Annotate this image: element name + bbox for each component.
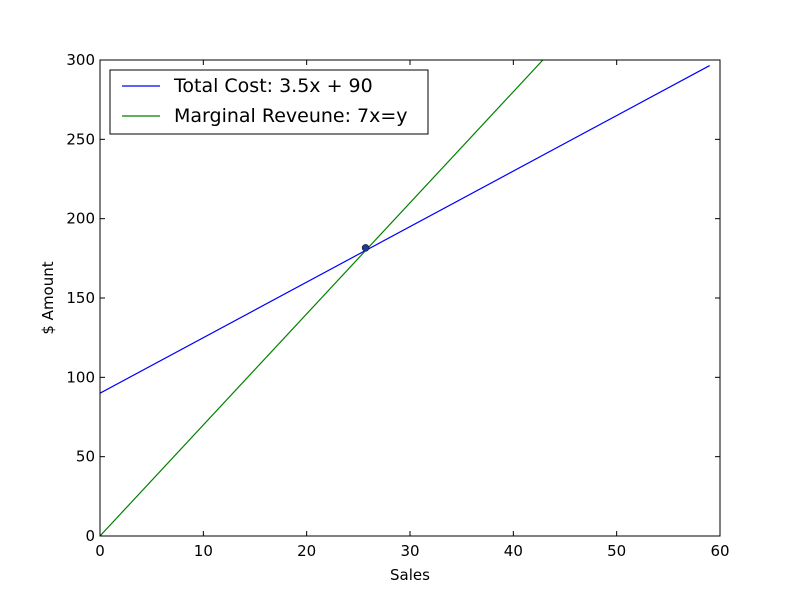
y-tick-label: 200	[66, 210, 95, 228]
y-axis-label: $ Amount	[39, 261, 57, 334]
series-line-0	[100, 65, 710, 394]
y-tick-label: 300	[66, 51, 95, 69]
x-tick-label: 30	[400, 542, 419, 560]
y-tick-label: 150	[66, 289, 95, 307]
x-tick-label: 40	[504, 542, 523, 560]
series-line-1	[100, 60, 544, 536]
y-tick-label: 100	[66, 368, 95, 386]
x-tick-label: 60	[710, 542, 729, 560]
x-tick-label: 50	[607, 542, 626, 560]
intersection-point-0	[361, 244, 370, 252]
y-tick-label: 0	[85, 527, 95, 545]
legend-box	[109, 69, 429, 135]
legend-label-marginal-revenue: Marginal Reveune: 7x=y	[174, 105, 408, 127]
tick-layer: 0 10 20 30 40 50 60 0 50 100 150 200 250 300	[66, 51, 729, 560]
x-tick-label: 0	[95, 542, 105, 560]
marker-layer	[361, 244, 370, 252]
x-tick-label: 20	[297, 542, 316, 560]
y-tick-label: 50	[76, 448, 95, 466]
x-tick-label: 10	[194, 542, 213, 560]
legend: Total Cost: 3.5x + 90 Marginal Reveune: …	[109, 69, 429, 135]
x-axis-label: Sales	[390, 566, 430, 584]
series-layer	[100, 60, 710, 536]
y-tick-label: 250	[66, 130, 95, 148]
legend-label-total-cost: Total Cost: 3.5x + 90	[173, 75, 373, 97]
